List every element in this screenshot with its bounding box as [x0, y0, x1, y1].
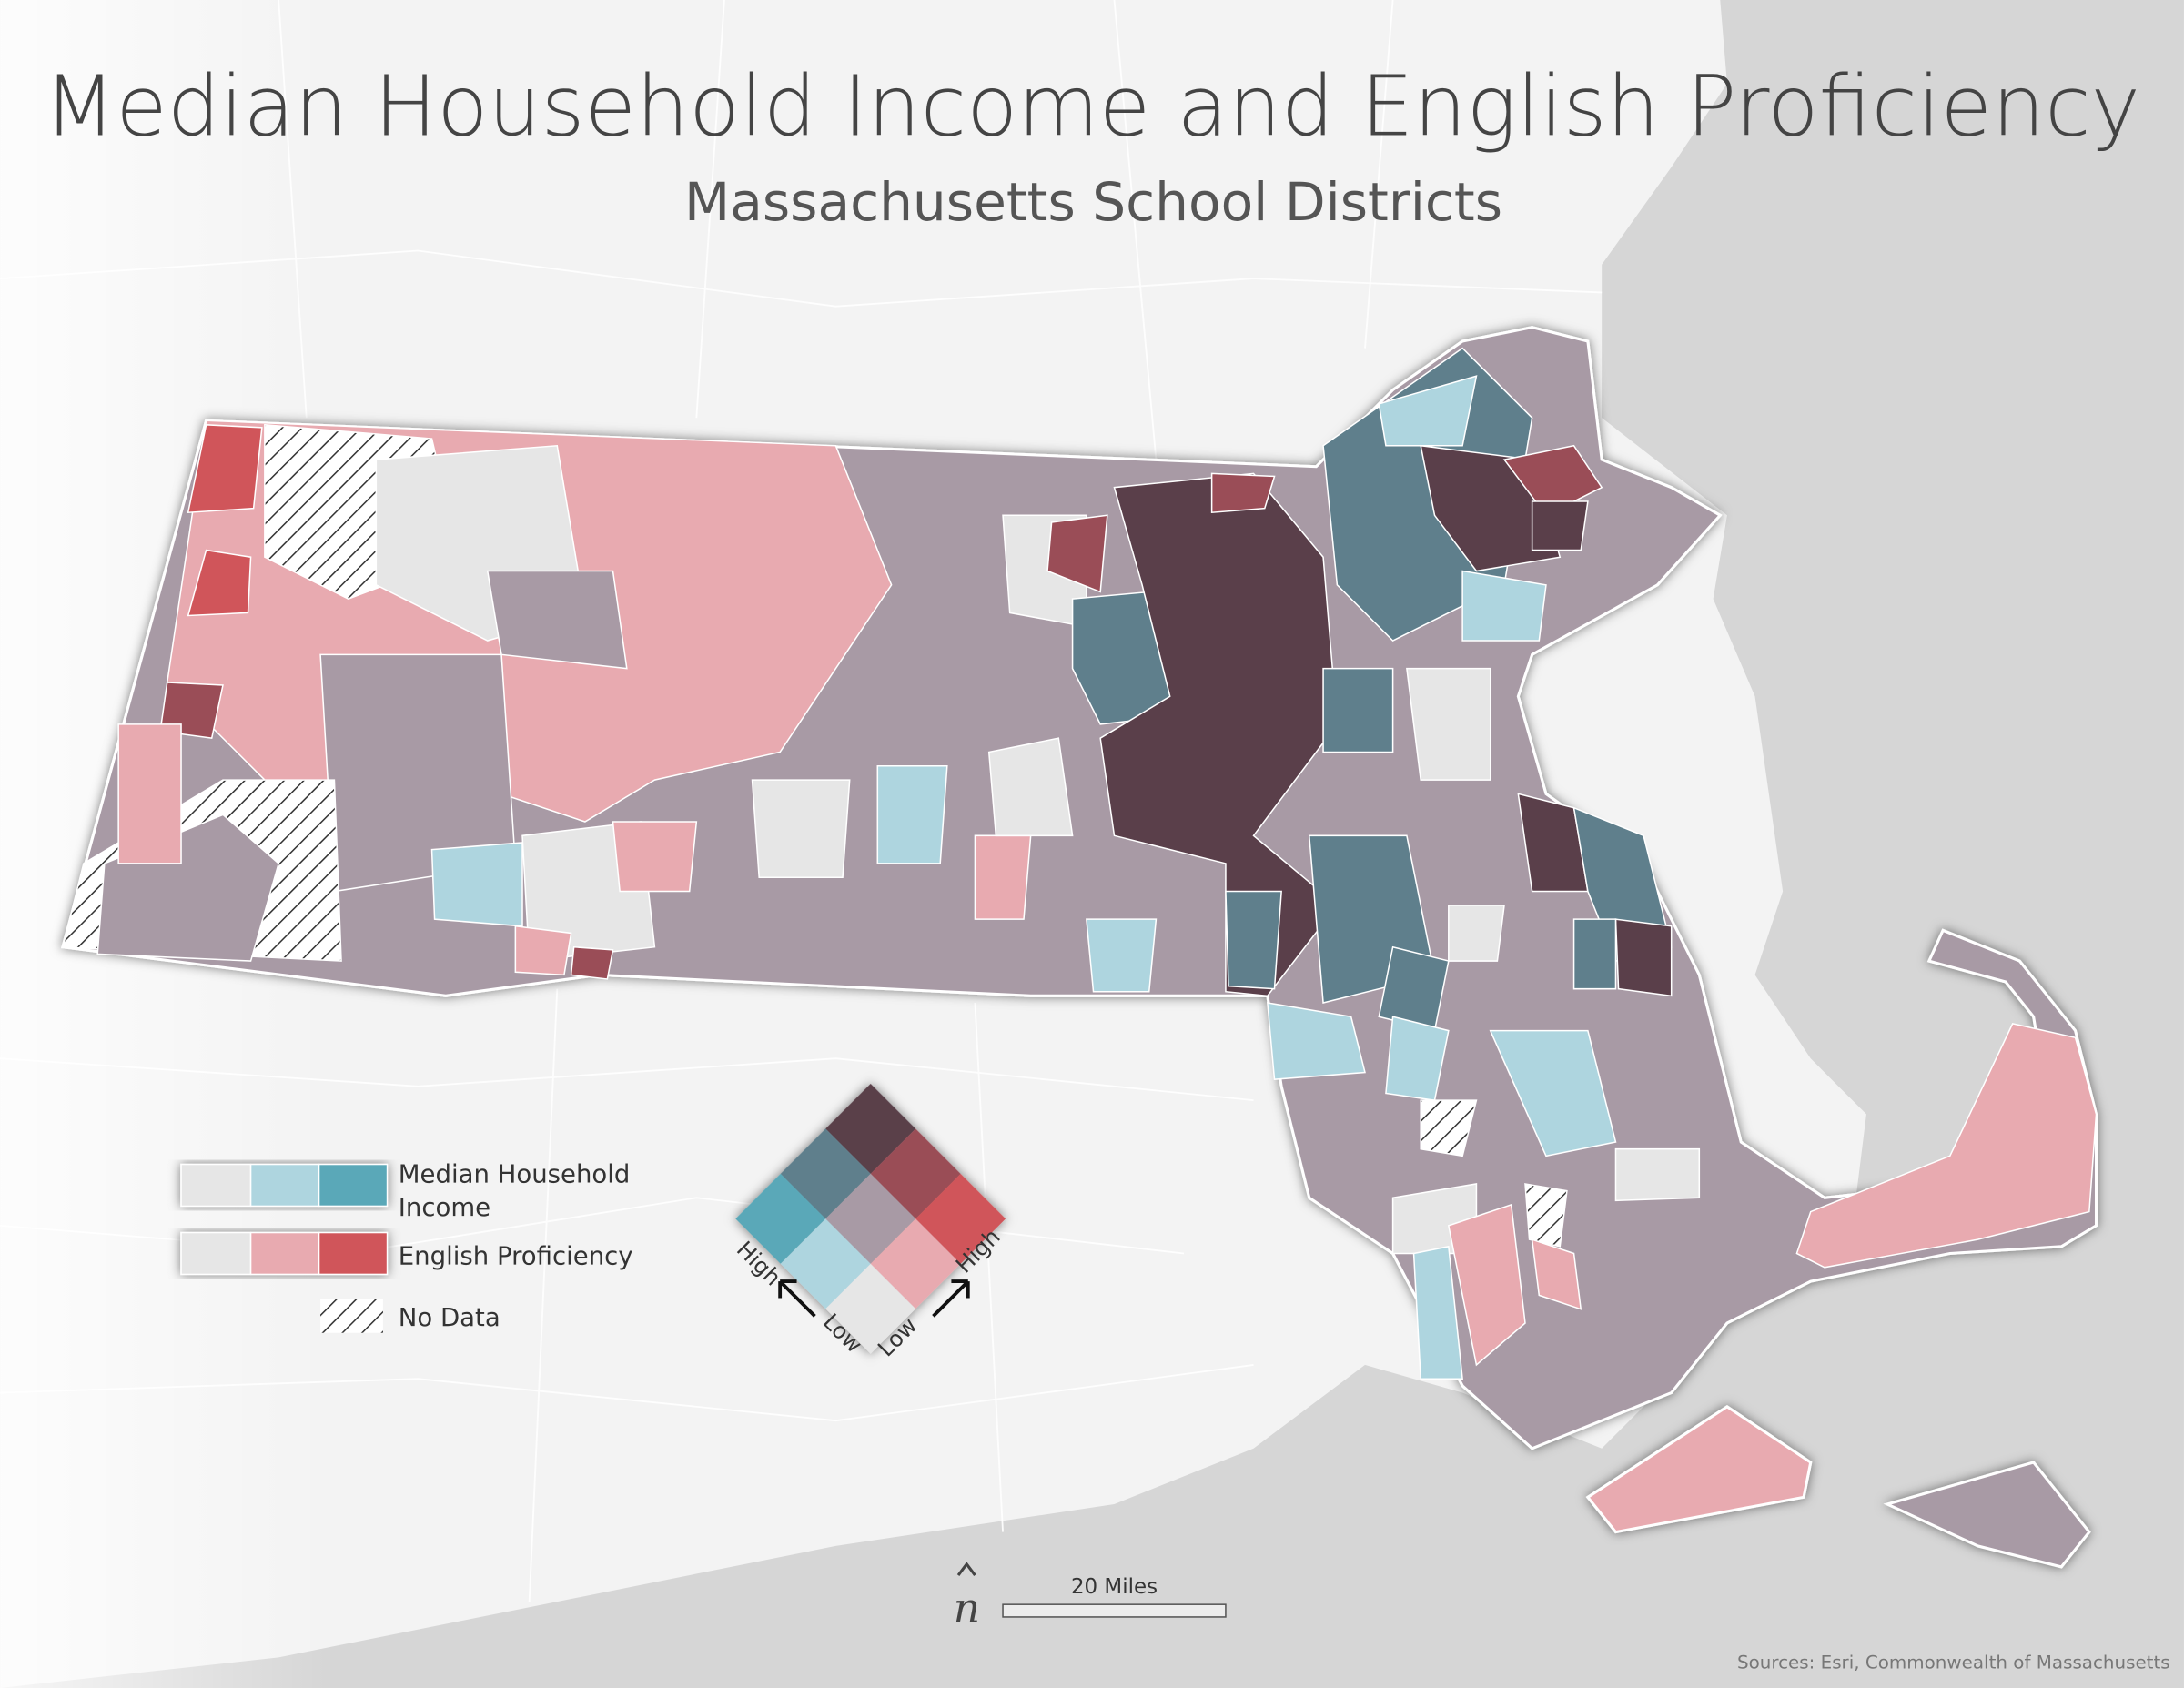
- north-caret: [956, 1562, 976, 1576]
- bivariate-legend: High Low Low High: [732, 1083, 1006, 1362]
- no-data-swatch: [320, 1299, 383, 1333]
- arrow: [778, 1279, 816, 1318]
- legend-label: English Proficiency: [399, 1242, 633, 1271]
- legend-label: No Data: [399, 1303, 500, 1332]
- town-lines: [0, 0, 1603, 1602]
- scale-label: 20 Miles: [1071, 1575, 1158, 1599]
- english-swatches: [180, 1231, 389, 1276]
- scale-bar: [1002, 1603, 1227, 1618]
- bivariate-cell: [915, 1173, 1006, 1264]
- legend-label: Income: [399, 1193, 490, 1222]
- source: Sources: Esri, Commonwealth of Massachus…: [1737, 1653, 2170, 1673]
- income-swatches: [180, 1163, 389, 1208]
- north-arrow: n: [953, 1583, 980, 1632]
- legend-label: Median Household: [399, 1159, 631, 1188]
- title: Median Household Income and English Prof…: [44, 57, 2140, 155]
- arrow: [932, 1279, 970, 1318]
- legend: Median Household Income English Proficie…: [180, 1159, 633, 1333]
- districts: [61, 347, 2098, 1380]
- subtitle: Massachusetts School Districts: [684, 171, 1502, 233]
- bivariate-cell: [825, 1263, 916, 1354]
